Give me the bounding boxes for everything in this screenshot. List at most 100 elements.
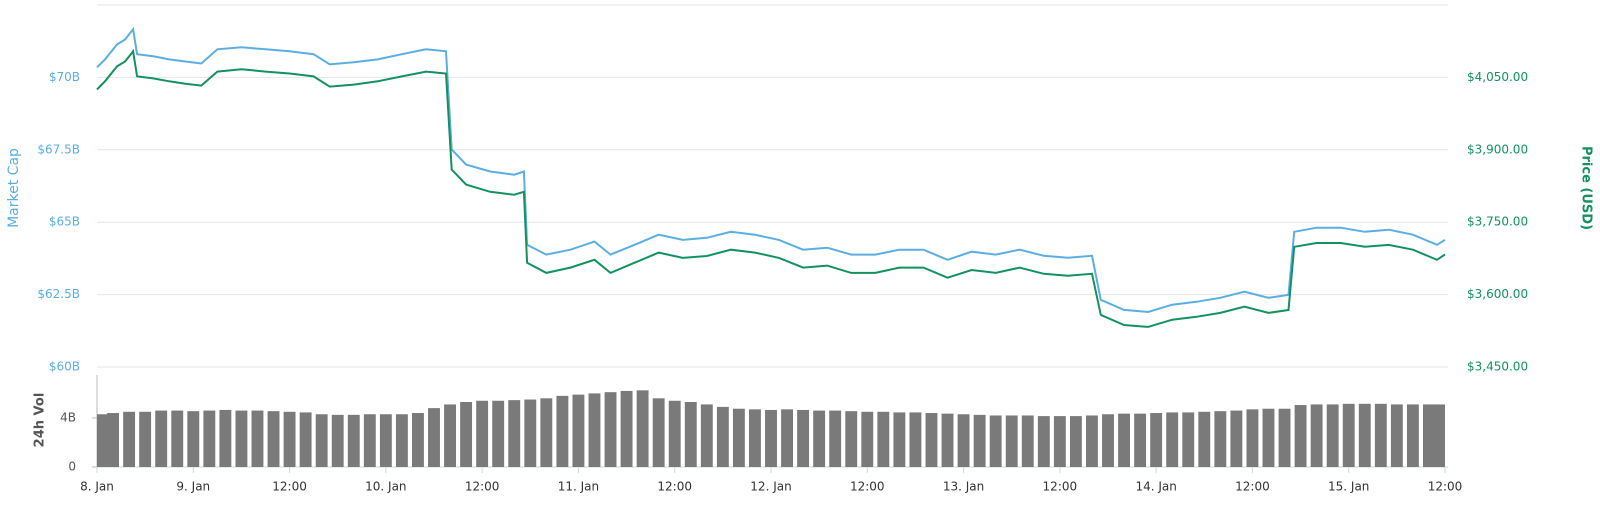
volume-bar <box>1005 415 1018 467</box>
volume-bar <box>97 414 109 467</box>
volume-bar <box>1278 408 1291 467</box>
volume-bar <box>1406 404 1419 467</box>
volume-bar <box>428 408 440 467</box>
volume-bar <box>123 411 136 467</box>
volume-bar <box>604 392 617 467</box>
volume-bar <box>1433 404 1445 467</box>
volume-bar <box>556 395 569 467</box>
x-tick-label: 12:00 <box>850 480 885 494</box>
x-tick-label: 12:00 <box>1428 480 1463 494</box>
volume-bar <box>636 390 649 467</box>
y-tick-label: $70B <box>49 70 80 84</box>
volume-bar <box>813 410 826 467</box>
volume-bar <box>476 400 489 467</box>
volume-bar <box>1021 415 1034 467</box>
volume-bar <box>716 406 729 467</box>
volume-bar <box>973 414 986 467</box>
y-tick-label: $67.5B <box>37 142 80 156</box>
y2-tick-label: $3,600.00 <box>1467 287 1528 301</box>
volume-bar <box>203 410 216 467</box>
x-tick-label: 13. Jan <box>943 480 984 494</box>
volume-bar <box>363 414 376 467</box>
volume-bar <box>1069 416 1082 467</box>
x-tick-label: 12. Jan <box>750 480 791 494</box>
volume-bar <box>1374 403 1387 467</box>
volume-bar <box>941 413 954 467</box>
volume-bar <box>107 413 119 467</box>
x-tick-label: 12:00 <box>1043 480 1078 494</box>
y-tick-label: $62.5B <box>37 287 80 301</box>
volume-bar <box>395 414 408 467</box>
volume-bar <box>652 398 665 467</box>
y2-tick-label: $3,750.00 <box>1467 215 1528 229</box>
series-line <box>96 48 1446 328</box>
volume-bar <box>171 410 184 467</box>
x-tick-label: 12:00 <box>657 480 692 494</box>
volume-bar <box>1423 404 1435 467</box>
volume-bar <box>989 415 1002 467</box>
x-tick-label: 12:00 <box>465 480 500 494</box>
volume-bar <box>347 414 360 467</box>
volume-bar <box>283 411 296 467</box>
x-tick-label: 15. Jan <box>1328 480 1369 494</box>
volume-bar <box>540 398 553 467</box>
volume-bar <box>1214 411 1227 467</box>
volume-bar <box>620 390 633 467</box>
x-tick-label: 8. Jan <box>80 480 114 494</box>
volume-bar <box>267 411 280 467</box>
volume-bar <box>460 401 473 467</box>
volume-bar <box>379 414 392 467</box>
volume-bar <box>331 414 344 467</box>
volume-bar <box>1053 416 1066 467</box>
volume-bar <box>829 410 842 467</box>
y-tick-label: $60B <box>49 360 80 374</box>
volume-bar <box>1310 404 1323 467</box>
volume-bar <box>1150 413 1163 467</box>
volume-bar <box>1182 412 1195 467</box>
volume-bar <box>492 400 505 467</box>
volume-bar <box>412 413 424 467</box>
volume-bar <box>909 412 922 467</box>
x-tick-label: 9. Jan <box>176 480 210 494</box>
volume-bar <box>1037 416 1050 467</box>
y-tick-label: 4B <box>60 410 76 424</box>
volume-bar <box>1166 412 1179 467</box>
volume-bar <box>1358 403 1371 467</box>
volume-bar <box>251 410 264 467</box>
volume-bar <box>877 411 890 467</box>
volume-bar <box>1342 403 1355 467</box>
x-tick-label: 12:00 <box>272 480 307 494</box>
volume-bar <box>588 393 601 467</box>
volume-bar <box>957 414 970 467</box>
volume-bar <box>187 411 200 467</box>
volume-bar <box>155 410 168 467</box>
volume-bar <box>299 412 312 467</box>
y2-tick-label: $3,900.00 <box>1467 142 1528 156</box>
volume-bar <box>1294 405 1307 467</box>
series-line <box>96 26 1446 314</box>
volume-axis-title: 24h Vol <box>33 393 48 448</box>
y-tick-label: 0 <box>68 460 76 474</box>
volume-bar <box>765 409 777 467</box>
volume-bar <box>1134 413 1147 467</box>
volume-bar <box>572 394 585 467</box>
volume-bar <box>893 412 906 467</box>
y2-tick-label: $3,450.00 <box>1467 360 1528 374</box>
volume-bar <box>508 400 521 467</box>
x-tick-label: 12:00 <box>1235 480 1270 494</box>
volume-bar <box>797 409 810 467</box>
volume-bar <box>1390 404 1403 467</box>
volume-bar <box>444 404 456 467</box>
volume-bar <box>861 411 874 467</box>
volume-bar <box>684 401 697 467</box>
volume-bar <box>1262 408 1275 467</box>
volume-bar <box>315 414 328 467</box>
volume-bar <box>1326 404 1339 467</box>
volume-bar <box>219 409 232 467</box>
volume-bar <box>732 408 745 467</box>
y2-tick-label: $4,050.00 <box>1467 70 1528 84</box>
volume-bar <box>781 409 793 467</box>
volume-bar <box>524 399 537 467</box>
volume-bar <box>1198 411 1211 467</box>
